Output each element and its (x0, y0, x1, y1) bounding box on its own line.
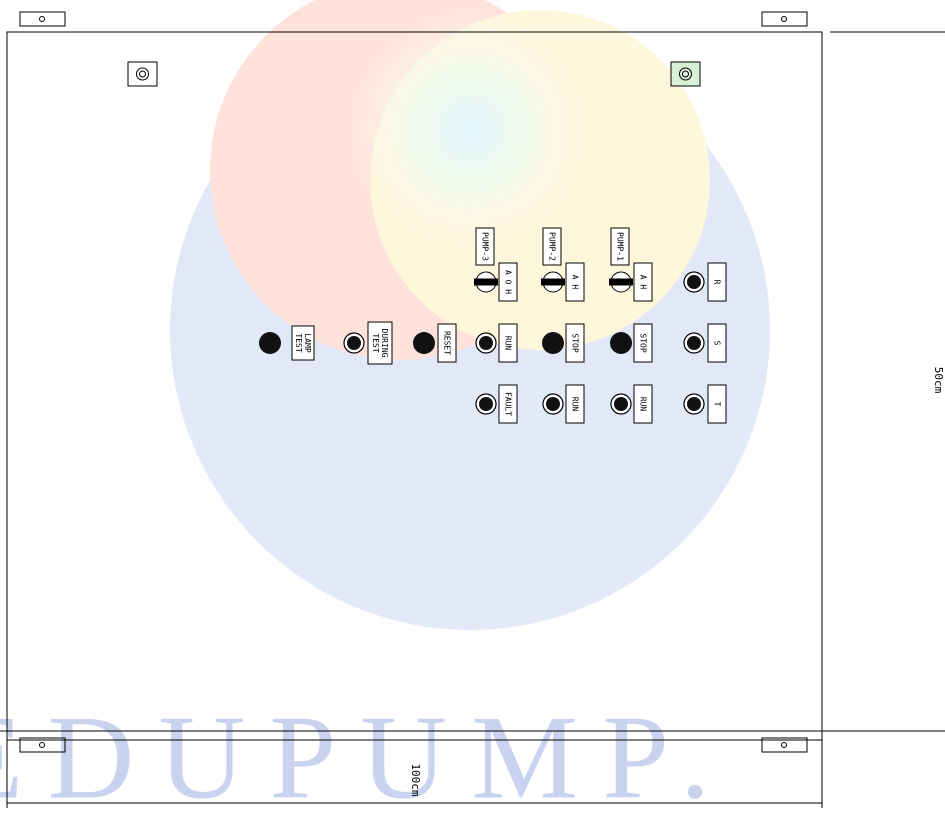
function-label-box (565, 323, 585, 363)
function-label: STOP (571, 333, 580, 352)
status-label-box (565, 384, 585, 424)
pump-label: PUMP-1 (616, 232, 625, 261)
push-button (413, 332, 435, 354)
phase-label-box (707, 323, 727, 363)
status-label-box (498, 384, 518, 424)
status-label: RUN (639, 397, 648, 412)
status-label: FAULT (504, 392, 513, 416)
selector-label: A H (571, 275, 580, 290)
pump-label-box (610, 227, 630, 266)
pump-label-box (542, 227, 562, 266)
lock-key-inner (139, 70, 146, 78)
lamp-test-label: LAMP (303, 333, 312, 352)
reset-label: RESET (443, 331, 452, 355)
lamp-test-label: TEST (294, 333, 303, 352)
pump-label: PUMP-2 (548, 232, 557, 261)
pump-label-box (475, 227, 495, 266)
frame (0, 31, 945, 808)
push-button (259, 332, 281, 354)
function-label-box (498, 323, 518, 363)
during-test-label: TEST (371, 333, 380, 352)
selector-label-box (498, 262, 518, 302)
height-dimension: 50cm (932, 367, 945, 394)
status-label-box (633, 384, 653, 424)
width-dimension: 100cm (409, 763, 422, 796)
function-label: RUN (504, 336, 513, 351)
during-test-label-box (367, 321, 393, 365)
phase-label: T (713, 402, 722, 407)
hinge-pin (781, 16, 787, 22)
indicator-lamp-core (347, 336, 361, 350)
lock-key (679, 67, 692, 81)
indicator-lamp-core (479, 397, 493, 411)
indicator-lamp-core (687, 397, 701, 411)
push-button (542, 332, 564, 354)
background-logo (170, 0, 770, 630)
indicator-lamp-core (687, 275, 701, 289)
selector-label: A H (639, 275, 648, 290)
indicator-lamp-core (614, 397, 628, 411)
status-label: RUN (571, 397, 580, 412)
selector-handle (474, 278, 498, 286)
hinge-pin (39, 16, 45, 22)
lock (127, 61, 158, 87)
hinge (19, 737, 66, 753)
hinge-pin (39, 742, 45, 748)
phase-label: S (713, 341, 722, 346)
hinge (19, 11, 66, 27)
selector-label-box (565, 262, 585, 302)
function-label-box (633, 323, 653, 363)
during-test-label: DURING (380, 329, 389, 358)
pump-label: PUMP-3 (481, 232, 490, 261)
function-label: STOP (639, 333, 648, 352)
lock-key (136, 67, 149, 81)
selector-handle (541, 278, 565, 286)
indicator-lamp-core (479, 336, 493, 350)
indicator-lamp-core (546, 397, 560, 411)
selector-label: A O H (504, 270, 513, 294)
phase-label-box (707, 262, 727, 302)
hinge (761, 11, 808, 27)
watermark: EDUPUMP. (0, 691, 710, 824)
hinge-pin (781, 742, 787, 748)
selector-handle (609, 278, 633, 286)
lock (670, 61, 701, 87)
phase-label: R (713, 280, 722, 285)
hinge (761, 737, 808, 753)
lamp-test-label-box (291, 325, 315, 361)
push-button (610, 332, 632, 354)
selector-label-box (633, 262, 653, 302)
lock-key-inner (682, 70, 689, 78)
reset-label-box (437, 323, 457, 363)
phase-label-box (707, 384, 727, 424)
indicator-lamp-core (687, 336, 701, 350)
